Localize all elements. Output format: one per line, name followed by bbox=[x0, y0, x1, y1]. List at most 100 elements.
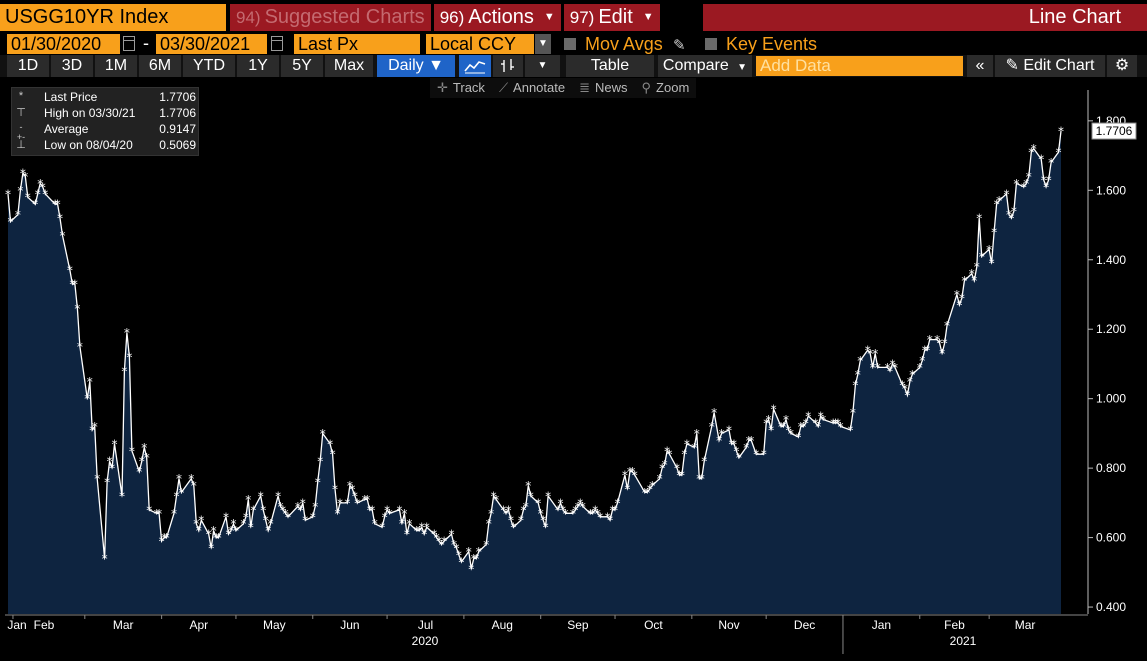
data-point-marker: * bbox=[991, 226, 997, 240]
period-1m-button[interactable]: 1M bbox=[95, 55, 137, 77]
data-point-marker: * bbox=[644, 486, 650, 500]
data-point-marker: * bbox=[8, 215, 14, 229]
data-point-marker: * bbox=[42, 187, 48, 201]
data-point-marker: * bbox=[94, 472, 100, 486]
data-point-marker: * bbox=[540, 514, 546, 528]
suggested-charts-menu[interactable]: 94) Suggested Charts bbox=[230, 4, 431, 31]
data-point-marker: * bbox=[937, 337, 943, 351]
period-5y-button[interactable]: 5Y bbox=[281, 55, 323, 77]
data-point-marker: * bbox=[679, 469, 685, 483]
data-point-marker: * bbox=[969, 267, 975, 281]
gear-icon[interactable]: ⚙ bbox=[1107, 55, 1137, 77]
annotate-label: Annotate bbox=[513, 80, 566, 95]
data-point-marker: * bbox=[102, 552, 108, 566]
high-marker-icon: ⊤ bbox=[16, 107, 26, 119]
actions-menu[interactable]: 96) Actions ▼ bbox=[433, 4, 561, 31]
news-tool[interactable]: ≣ News bbox=[572, 78, 634, 98]
data-point-marker: * bbox=[458, 555, 464, 569]
data-point-marker: * bbox=[352, 489, 358, 503]
chart-type-title: Line Chart bbox=[703, 4, 1147, 31]
track-tool[interactable]: ✛ Track bbox=[430, 78, 492, 98]
add-data-input[interactable]: Add Data bbox=[756, 56, 963, 76]
calendar-icon[interactable] bbox=[271, 36, 283, 51]
data-point-marker: * bbox=[1038, 153, 1044, 167]
annotate-tool[interactable]: ⟋ Annotate bbox=[492, 78, 572, 98]
legend-row-last-price: * Last Price 1.7706 bbox=[12, 90, 200, 106]
data-point-marker: * bbox=[109, 462, 115, 476]
data-point-marker: * bbox=[52, 198, 58, 212]
data-point-marker: * bbox=[1008, 212, 1014, 226]
key-events-checkbox[interactable] bbox=[705, 38, 717, 50]
chevron-down-icon[interactable]: ▼ bbox=[525, 55, 560, 77]
menu-number: 94) bbox=[236, 8, 261, 27]
caret-down-icon: ▼ bbox=[543, 11, 555, 23]
frequency-select[interactable]: Daily ▼ bbox=[377, 55, 455, 77]
data-point-marker: * bbox=[136, 465, 142, 479]
period-6m-button[interactable]: 6M bbox=[139, 55, 181, 77]
data-point-marker: * bbox=[476, 545, 482, 559]
data-point-marker: * bbox=[865, 344, 871, 358]
data-point-marker: * bbox=[161, 531, 167, 545]
data-point-marker: * bbox=[979, 250, 985, 264]
end-date-field[interactable]: 03/30/2021 bbox=[156, 34, 267, 54]
data-point-marker: * bbox=[92, 420, 98, 434]
data-point-marker: * bbox=[364, 493, 370, 507]
x-year-label: 2021 bbox=[950, 634, 977, 648]
data-point-marker: * bbox=[419, 521, 425, 535]
data-point-marker: * bbox=[575, 500, 581, 514]
data-point-marker: * bbox=[196, 524, 202, 538]
data-point-marker: * bbox=[344, 496, 350, 510]
compare-button[interactable]: Compare ▼ bbox=[658, 55, 752, 77]
data-point-marker: * bbox=[729, 437, 735, 451]
start-date-field[interactable]: 01/30/2020 bbox=[7, 34, 120, 54]
calendar-icon[interactable] bbox=[123, 36, 135, 51]
price-field-select[interactable]: Last Px bbox=[294, 34, 420, 54]
period-3d-button[interactable]: 3D bbox=[51, 55, 93, 77]
data-point-marker: * bbox=[55, 198, 61, 212]
table-button[interactable]: Table bbox=[566, 55, 654, 77]
data-point-marker: * bbox=[867, 347, 873, 361]
currency-select[interactable]: Local CCY bbox=[426, 34, 534, 54]
bar-chart-icon[interactable] bbox=[493, 55, 523, 77]
data-point-marker: * bbox=[944, 319, 950, 333]
data-point-marker: * bbox=[857, 354, 863, 368]
period-ytd-button[interactable]: YTD bbox=[183, 55, 235, 77]
period-max-button[interactable]: Max bbox=[325, 55, 373, 77]
chevron-down-icon[interactable]: ▼ bbox=[535, 34, 551, 54]
low-marker-icon: ⊥ bbox=[16, 139, 26, 151]
data-point-marker: * bbox=[397, 503, 403, 517]
legend-box[interactable]: * Last Price 1.7706 ⊤ High on 03/30/21 1… bbox=[11, 87, 199, 156]
data-point-marker: * bbox=[892, 361, 898, 375]
period-1d-button[interactable]: 1D bbox=[7, 55, 49, 77]
period-1y-button[interactable]: 1Y bbox=[237, 55, 279, 77]
mov-avgs-checkbox[interactable] bbox=[564, 38, 576, 50]
collapse-double-chevron-icon[interactable]: « bbox=[967, 55, 993, 77]
data-point-marker: * bbox=[709, 420, 715, 434]
data-point-marker: * bbox=[126, 351, 132, 365]
x-month-label: Mar bbox=[1015, 618, 1036, 632]
line-chart-icon[interactable] bbox=[459, 55, 491, 77]
edit-chart-button[interactable]: ✎ Edit Chart bbox=[995, 55, 1105, 77]
data-point-marker: * bbox=[570, 507, 576, 521]
zoom-tool[interactable]: ⚲ Zoom bbox=[635, 78, 697, 98]
edit-menu[interactable]: 97) Edit ▼ bbox=[563, 4, 660, 31]
pencil-icon[interactable]: ✎ bbox=[673, 37, 686, 54]
data-point-marker: * bbox=[404, 528, 410, 542]
data-point-marker: * bbox=[454, 542, 460, 556]
ticker-field[interactable]: USGG10YR Index bbox=[0, 4, 226, 31]
data-point-marker: * bbox=[917, 361, 923, 375]
data-point-marker: * bbox=[488, 507, 494, 521]
data-point-marker: * bbox=[890, 357, 896, 371]
data-point-marker: * bbox=[441, 535, 447, 549]
data-point-marker: * bbox=[580, 500, 586, 514]
data-point-marker: * bbox=[622, 469, 628, 483]
data-point-marker: * bbox=[605, 510, 611, 524]
data-point-marker: * bbox=[57, 212, 63, 226]
ohlc-glyph bbox=[501, 59, 514, 72]
data-point-marker: * bbox=[483, 538, 489, 552]
x-month-label: May bbox=[263, 618, 286, 632]
data-point-marker: * bbox=[771, 403, 777, 417]
data-point-marker: * bbox=[763, 417, 769, 431]
data-point-marker: * bbox=[268, 517, 274, 531]
